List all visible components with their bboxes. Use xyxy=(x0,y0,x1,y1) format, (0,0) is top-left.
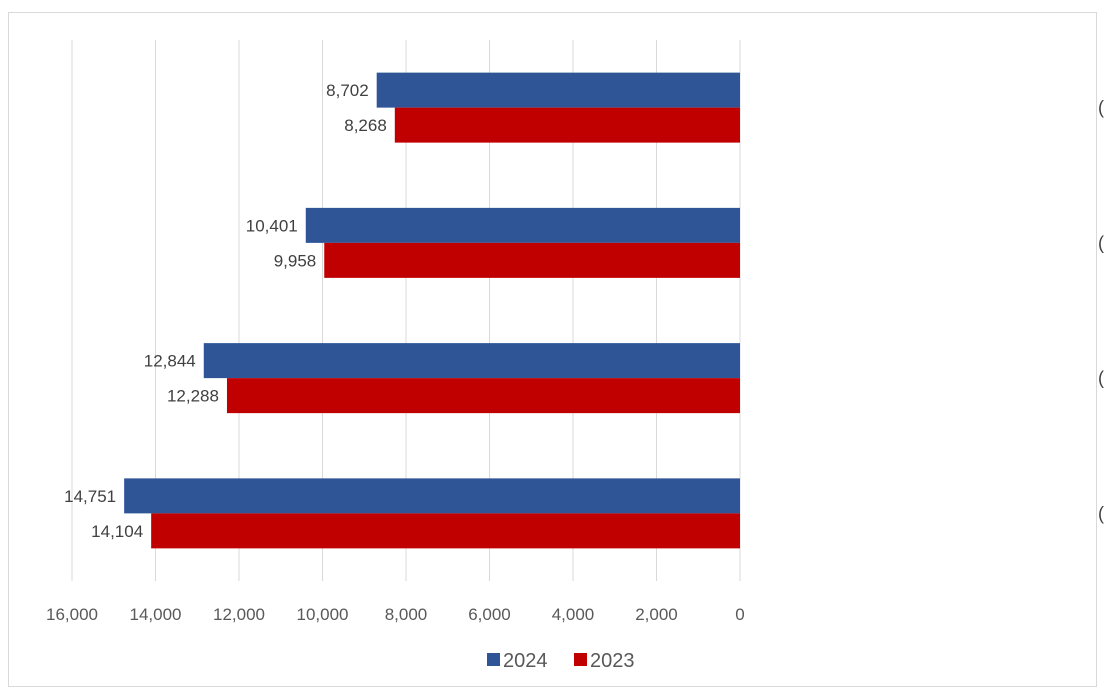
data-label: 12,844 xyxy=(144,352,196,371)
category-label: הכנסה ממוצעת לחודש בשנה (ש"ח) xyxy=(1098,368,1105,388)
x-tick-label: 14,000 xyxy=(130,605,182,624)
x-tick-label: 0 xyxy=(735,605,744,624)
bar-2023 xyxy=(151,513,740,549)
category-label: הכנסה חציונית לחודש עבודה (ש"ח) xyxy=(1098,233,1105,253)
x-tick-label: 2,000 xyxy=(635,605,678,624)
x-tick-label: 12,000 xyxy=(213,605,265,624)
legend-swatch-2024 xyxy=(487,653,500,666)
x-tick-label: 4,000 xyxy=(552,605,595,624)
x-tick-label: 6,000 xyxy=(468,605,511,624)
data-label: 14,751 xyxy=(64,487,116,506)
bar-2023 xyxy=(324,242,740,278)
data-label: 8,702 xyxy=(326,81,369,100)
legend-label-2023: 2023 xyxy=(590,650,635,672)
bar-2023 xyxy=(226,378,740,414)
bar-2023 xyxy=(394,107,740,143)
data-label: 12,288 xyxy=(167,387,219,406)
x-tick-label: 16,000 xyxy=(46,605,98,624)
data-label: 8,268 xyxy=(344,116,387,135)
legend-swatch-2023 xyxy=(574,653,587,666)
data-label: 9,958 xyxy=(274,251,317,270)
data-label: 10,401 xyxy=(246,216,298,235)
bar-2024 xyxy=(376,72,740,108)
category-label: הכנסה חציונית לחודש בשנה (ש"ח) xyxy=(1098,98,1105,118)
x-tick-label: 10,000 xyxy=(297,605,349,624)
bar-2024 xyxy=(124,478,740,514)
bar-2024 xyxy=(305,207,740,243)
category-label: הכנסה ממוצעת לחודש עבודה (ש"ח) xyxy=(1098,503,1105,523)
legend-label-2024: 2024 xyxy=(503,650,548,672)
bar-2024 xyxy=(203,343,740,379)
x-tick-label: 8,000 xyxy=(385,605,428,624)
data-label: 14,104 xyxy=(91,522,143,541)
